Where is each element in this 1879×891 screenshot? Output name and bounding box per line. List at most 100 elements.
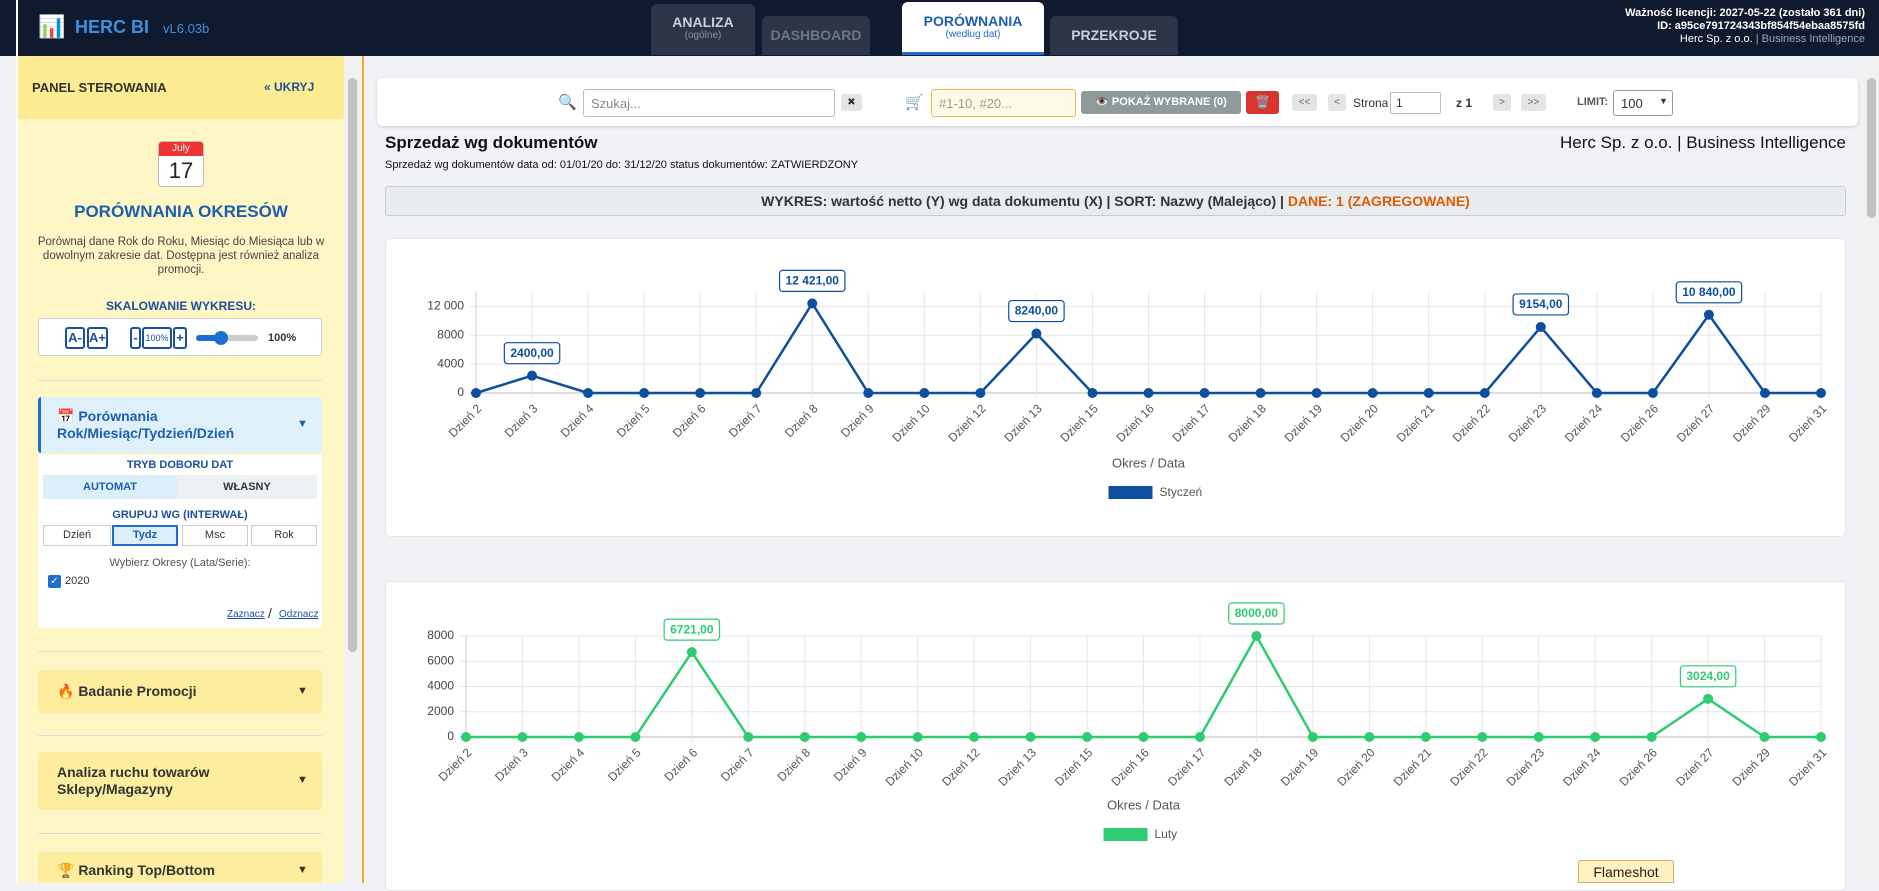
tab[interactable]: PRZEKROJE [1050,16,1178,55]
search-input[interactable]: Szukaj... [583,89,835,117]
scale-button[interactable]: + [173,327,187,349]
x-tick-label: Dzień 3 [502,401,541,440]
next-page[interactable]: > [1493,94,1511,111]
value-label-box [1675,281,1743,304]
section-header[interactable] [38,397,322,453]
data-point [1082,732,1093,742]
divider [38,651,322,652]
select-link[interactable]: Zaznacz [227,609,265,620]
separator: / [268,605,272,621]
data-point [686,647,697,658]
x-tick-label: Dzień 2 [446,401,485,440]
data-point [1255,388,1266,398]
group-button[interactable]: Msc [182,525,248,546]
tab-active[interactable]: PORÓWNANIA (według dat) [902,2,1044,55]
prev-page[interactable]: < [1328,94,1346,111]
page-label: Strona [1353,96,1389,110]
value-label-box [1008,299,1065,323]
data-point [1816,388,1826,398]
data-point [1311,388,1322,398]
value-label-box [1512,293,1570,316]
group-button[interactable]: Dzień [43,525,111,546]
value-label: 10 840,00 [1682,285,1736,299]
report-subtitle: Sprzedaż wg dokumentów data od: 01/01/20… [385,159,859,171]
x-tick-label: Dzień 22 [1450,401,1494,445]
data-point [1420,732,1431,742]
x-tick-label: Dzień 5 [605,745,644,784]
deselect-link[interactable]: Odznacz [279,609,319,620]
first-page[interactable]: << [1292,94,1317,111]
x-axis-title: Okres / Data [1107,797,1181,812]
group-button[interactable]: Tydz [112,525,178,546]
value-label: 12 421,00 [786,274,840,288]
data-point [751,388,762,398]
x-tick-label: Dzień 15 [1057,401,1101,445]
clear-button[interactable]: ✖ [841,94,862,111]
y-tick-label: 4000 [437,356,464,370]
section-header[interactable] [38,752,322,810]
checkbox[interactable]: ✓ [48,575,61,588]
x-tick-label: Dzień 8 [774,745,813,784]
section-arrow: ▼ [297,685,308,697]
tab[interactable]: ANALIZA (ogólne) [651,4,755,55]
data-point [1307,732,1318,742]
scale-value: 100% [268,332,297,344]
mode-button[interactable]: WŁASNY [177,475,317,499]
license: Ważność licencji: 2027-05-22 (zostało 36… [1625,7,1865,19]
data-point [1759,732,1770,742]
data-point [461,732,471,742]
legend-label: Styczeń [1160,485,1203,499]
scale-button[interactable]: 100% [142,327,172,349]
value-label-box [778,269,846,292]
section-header[interactable] [38,852,322,883]
tab-sub: (według dat) [945,29,1001,40]
x-tick-label: Dzień 27 [1673,745,1717,789]
limit-select[interactable]: 100 [1613,90,1673,116]
x-tick-label: Dzień 19 [1282,401,1326,445]
slider-thumb[interactable] [214,331,228,345]
scale-button[interactable]: A+ [87,327,108,349]
data-point [695,388,706,398]
show-selected-button[interactable]: 👁️ POKAŻ WYBRANE (0) [1081,91,1241,114]
x-tick-label: Dzień 17 [1170,401,1214,445]
data-point [743,732,754,742]
mode-button[interactable]: AUTOMAT [43,475,177,499]
x-tick-label: Dzień 5 [614,401,653,440]
scrollbar[interactable] [1864,56,1879,883]
x-tick-label: Dzień 9 [838,401,877,440]
ids-input[interactable]: #1-10, #20... [931,89,1076,117]
x-tick-label: Dzień 4 [558,401,597,440]
x-tick-label: Dzień 29 [1730,745,1774,789]
x-tick-label: Dzień 10 [889,401,933,445]
hide-link[interactable]: « UKRYJ [264,80,315,94]
y-tick-label: 0 [457,385,464,399]
tab[interactable]: DASHBOARD [762,16,870,55]
data-point [1031,328,1042,339]
section-header[interactable] [38,670,322,713]
data-point [1647,388,1658,398]
data-point [1143,388,1154,398]
value-label: 6721,00 [670,622,714,636]
page-input[interactable]: 1 [1390,92,1441,114]
last-page[interactable]: >> [1521,94,1546,111]
cart-icon: 🛒 [905,94,924,111]
group-label: GRUPUJ WG (INTERWAŁ) [112,509,248,521]
group-button[interactable]: Rok [251,525,317,546]
y-tick-label: 2000 [427,704,454,718]
x-tick-label: Dzień 17 [1165,745,1209,789]
scroll-thumb[interactable] [348,78,357,652]
divider [38,735,322,736]
value-label-box [663,618,721,641]
legend-label: Luty [1155,827,1178,841]
y-tick-label: 4000 [427,679,454,693]
scale-button[interactable]: A- [65,327,85,349]
x-tick-label: Dzień 2 [436,745,475,784]
scroll-thumb[interactable] [1867,78,1876,218]
scale-button[interactable]: - [130,327,141,349]
logo[interactable]: HERC BI [75,17,150,37]
value-label-box [1679,665,1737,688]
value-label: 9154,00 [1519,297,1563,311]
page-count: z 1 [1456,96,1473,110]
delete-button[interactable]: 🗑️ [1246,91,1279,114]
